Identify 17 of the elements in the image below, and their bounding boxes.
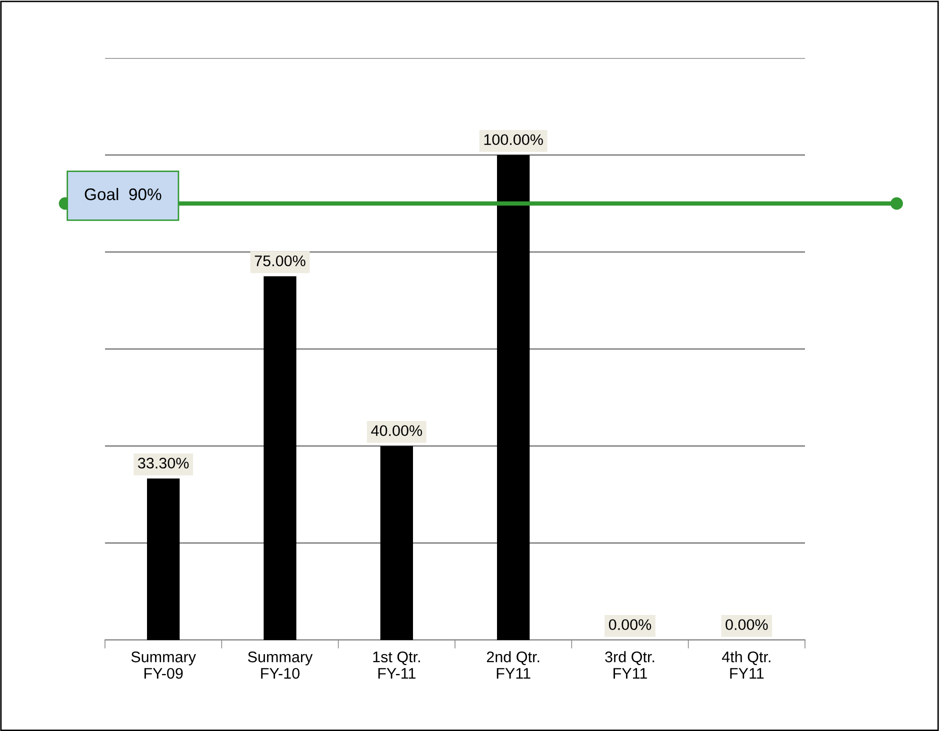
data-label: 100.00% xyxy=(484,134,543,146)
bar xyxy=(497,155,530,640)
bar xyxy=(147,478,180,640)
ref-line-label: Goal 90% xyxy=(84,188,162,200)
x-tick-label: Summary FY-09 xyxy=(131,652,196,679)
x-tick-label: 3rd Qtr. FY11 xyxy=(605,651,654,679)
data-label: 75.00% xyxy=(254,255,306,266)
x-tick-label: 4th Qtr. FY11 xyxy=(722,651,770,679)
data-label: 0.00% xyxy=(726,619,768,630)
data-label: 40.00% xyxy=(371,425,422,436)
x-tick-label: 2nd Qtr. FY11 xyxy=(486,651,540,679)
x-tick-label: 1st Qtr. FY-11 xyxy=(373,652,420,679)
x-tick-label: Summary FY-10 xyxy=(248,652,313,679)
bar xyxy=(380,446,413,640)
data-label: 33.30% xyxy=(138,458,189,469)
data-label: 0.00% xyxy=(608,619,652,630)
bar xyxy=(264,276,296,640)
